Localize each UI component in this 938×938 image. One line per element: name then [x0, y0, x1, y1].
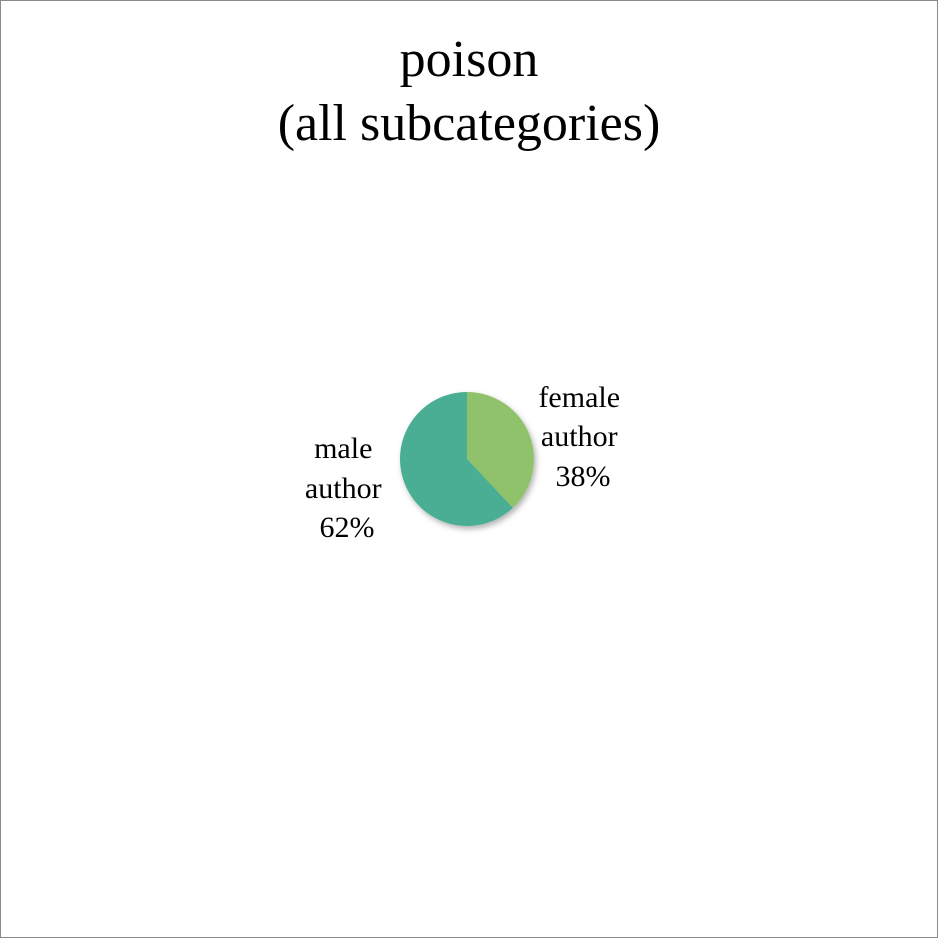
pie-slice-female — [467, 392, 534, 508]
slice-label-male: male author 62% — [305, 432, 389, 544]
slice-label-female: female author 38% — [538, 381, 627, 493]
pie-slice-male — [399, 392, 513, 526]
slice-label-male-line-2: author — [305, 472, 382, 505]
slice-label-female-line-2: author — [541, 420, 618, 453]
slice-label-female-line-3: 38% — [556, 460, 611, 493]
chart-title-line-2: (all subcategories) — [277, 95, 661, 152]
slice-label-male-line-3: 62% — [320, 511, 375, 544]
slice-label-male-line-1: male — [314, 432, 372, 465]
slice-label-female-line-1: female — [538, 381, 620, 414]
chart-title-line-1: poison — [399, 31, 539, 88]
chart-title: poison (all subcategories) — [0, 28, 938, 156]
